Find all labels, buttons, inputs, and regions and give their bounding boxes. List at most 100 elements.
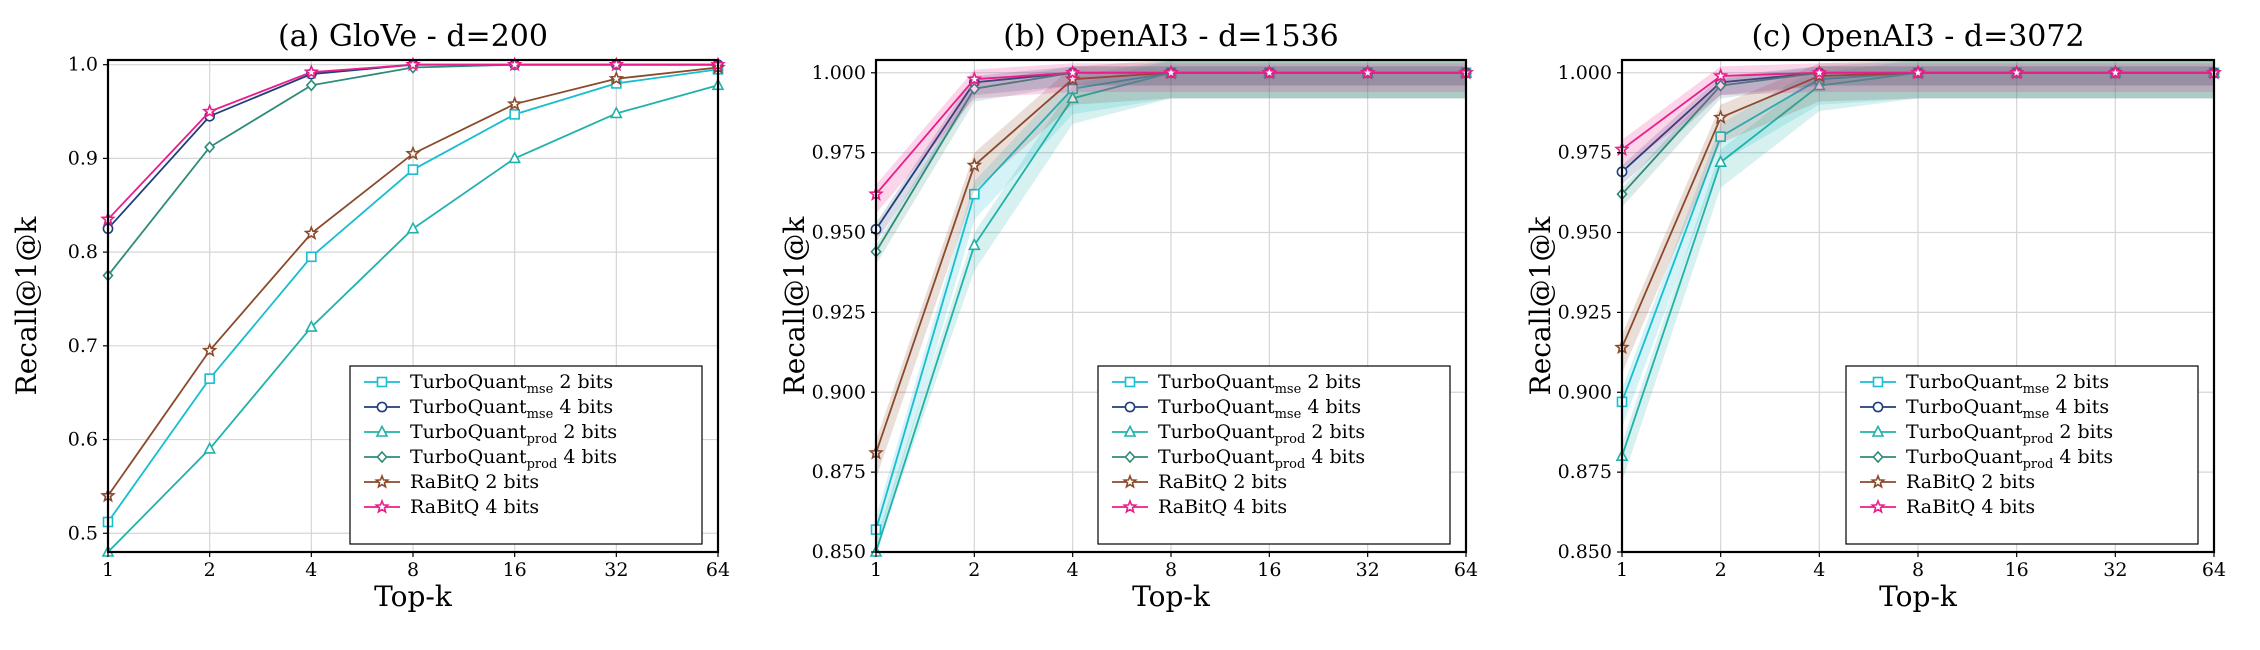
legend-label: RaBitQ 4 bits <box>1158 496 1287 518</box>
legend-marker <box>1870 473 1886 489</box>
legend-label: RaBitQ 2 bits <box>410 471 539 493</box>
y-tick-label: 0.850 <box>1558 541 1612 563</box>
data-point <box>608 56 625 72</box>
chart-title: (b) OpenAI3 - d=1536 <box>1003 19 1339 54</box>
x-tick-label: 2 <box>204 559 216 581</box>
legend-item: TurboQuantmse 4 bits <box>1112 396 1361 422</box>
legend-label: TurboQuantmse 2 bits <box>1906 371 2109 397</box>
y-axis-label: Recall@1@k <box>1524 216 1557 396</box>
data-point <box>968 82 980 95</box>
legend-label: TurboQuantprod 2 bits <box>410 421 617 447</box>
series-tq_prod_2 <box>101 78 725 557</box>
legend-label: TurboQuantprod 4 bits <box>410 446 617 472</box>
series-band <box>876 60 1466 552</box>
data-point <box>204 140 216 154</box>
y-tick-label: 0.5 <box>68 522 98 544</box>
y-tick-label: 1.0 <box>68 54 98 76</box>
y-tick-label: 0.925 <box>1558 301 1612 323</box>
data-point <box>966 70 983 86</box>
legend-item: TurboQuantprod 4 bits <box>364 446 617 472</box>
legend-box <box>1097 365 1451 545</box>
legend-item: TurboQuantprod 2 bits <box>1860 421 2113 447</box>
y-axis-label: Recall@1@k <box>10 216 43 396</box>
series-rabitq_4 <box>1614 63 2222 169</box>
x-tick-label: 64 <box>1454 559 1478 581</box>
data-point <box>203 441 216 454</box>
legend-item: TurboQuantprod 2 bits <box>1112 421 1365 447</box>
x-tick-label: 1 <box>102 559 114 581</box>
data-point <box>509 109 520 120</box>
legend-label: RaBitQ 4 bits <box>1906 496 2035 518</box>
legend-marker <box>1124 376 1136 388</box>
y-tick-label: 0.7 <box>68 335 98 357</box>
legend-box <box>1845 365 2199 545</box>
legend-item: TurboQuantmse 2 bits <box>364 371 613 397</box>
x-tick-label: 8 <box>1165 559 1177 581</box>
x-tick-label: 4 <box>305 559 317 581</box>
data-point <box>303 225 320 241</box>
x-tick-label: 16 <box>1257 559 1281 581</box>
data-point <box>1712 67 1729 83</box>
series-rabitq_4 <box>100 56 726 226</box>
y-tick-label: 0.6 <box>68 429 98 451</box>
data-point <box>1261 64 1278 80</box>
data-point <box>1064 64 1081 80</box>
legend-label: TurboQuantmse 2 bits <box>410 371 613 397</box>
legend-item: TurboQuantmse 4 bits <box>1860 396 2109 422</box>
y-tick-label: 1.000 <box>812 62 866 84</box>
data-point <box>201 342 218 358</box>
legend-marker <box>374 498 390 514</box>
data-point <box>1163 64 1179 80</box>
legend-label: RaBitQ 4 bits <box>410 496 539 518</box>
legend-marker <box>376 401 388 413</box>
legend-marker <box>376 376 388 388</box>
x-tick-label: 2 <box>1715 559 1727 581</box>
series-rabitq_2 <box>100 59 726 503</box>
x-tick-label: 32 <box>2103 559 2127 581</box>
legend-marker <box>1124 450 1136 464</box>
x-tick-label: 1 <box>1616 559 1628 581</box>
legend-label: TurboQuantprod 2 bits <box>1906 421 2113 447</box>
legend-label: TurboQuantmse 4 bits <box>1906 396 2109 422</box>
x-tick-label: 64 <box>2202 559 2226 581</box>
legend-marker <box>1124 401 1136 413</box>
y-tick-label: 1.000 <box>1558 62 1612 84</box>
legend-marker <box>1870 498 1886 514</box>
y-tick-label: 0.875 <box>812 461 866 483</box>
series-rabitq_4 <box>868 63 1474 214</box>
y-axis-label: Recall@1@k <box>778 216 811 396</box>
chart-panel-1: 0.5 0.6 0.7 0.8 0.9 1.0 1 2 4 8 16 32 64 (a) GloVe - … <box>10 19 730 613</box>
data-point <box>1064 70 1081 86</box>
y-tick-label: 0.950 <box>812 222 866 244</box>
x-tick-label: 4 <box>1813 559 1825 581</box>
x-tick-label: 8 <box>407 559 419 581</box>
data-point <box>2008 64 2025 80</box>
y-tick-label: 0.925 <box>812 301 866 323</box>
data-point <box>204 373 215 384</box>
series-band <box>876 63 1466 214</box>
legend-label: TurboQuantprod 4 bits <box>1158 446 1365 472</box>
legend-marker <box>1871 424 1885 437</box>
y-tick-label: 0.950 <box>1558 222 1612 244</box>
y-tick-label: 0.900 <box>1558 381 1612 403</box>
legend-label: TurboQuantprod 4 bits <box>1906 446 2113 472</box>
x-axis-label: Top-k <box>1132 580 1211 613</box>
data-point <box>406 221 420 234</box>
y-tick-label: 0.850 <box>812 541 866 563</box>
legend-label: TurboQuantprod 2 bits <box>1158 421 1365 447</box>
y-tick-label: 0.875 <box>1558 461 1612 483</box>
data-point <box>1359 64 1376 80</box>
data-point <box>1066 91 1079 104</box>
data-point <box>608 70 625 86</box>
legend-marker <box>1872 450 1884 464</box>
x-tick-label: 32 <box>604 559 628 581</box>
x-axis-label: Top-k <box>374 580 453 613</box>
legend-label: RaBitQ 2 bits <box>1158 471 1287 493</box>
series-band <box>1622 60 2214 428</box>
legend-marker <box>1122 473 1138 489</box>
y-tick-label: 0.900 <box>812 381 866 403</box>
legend-item: TurboQuantprod 2 bits <box>364 421 617 447</box>
y-tick-label: 0.975 <box>1558 142 1612 164</box>
